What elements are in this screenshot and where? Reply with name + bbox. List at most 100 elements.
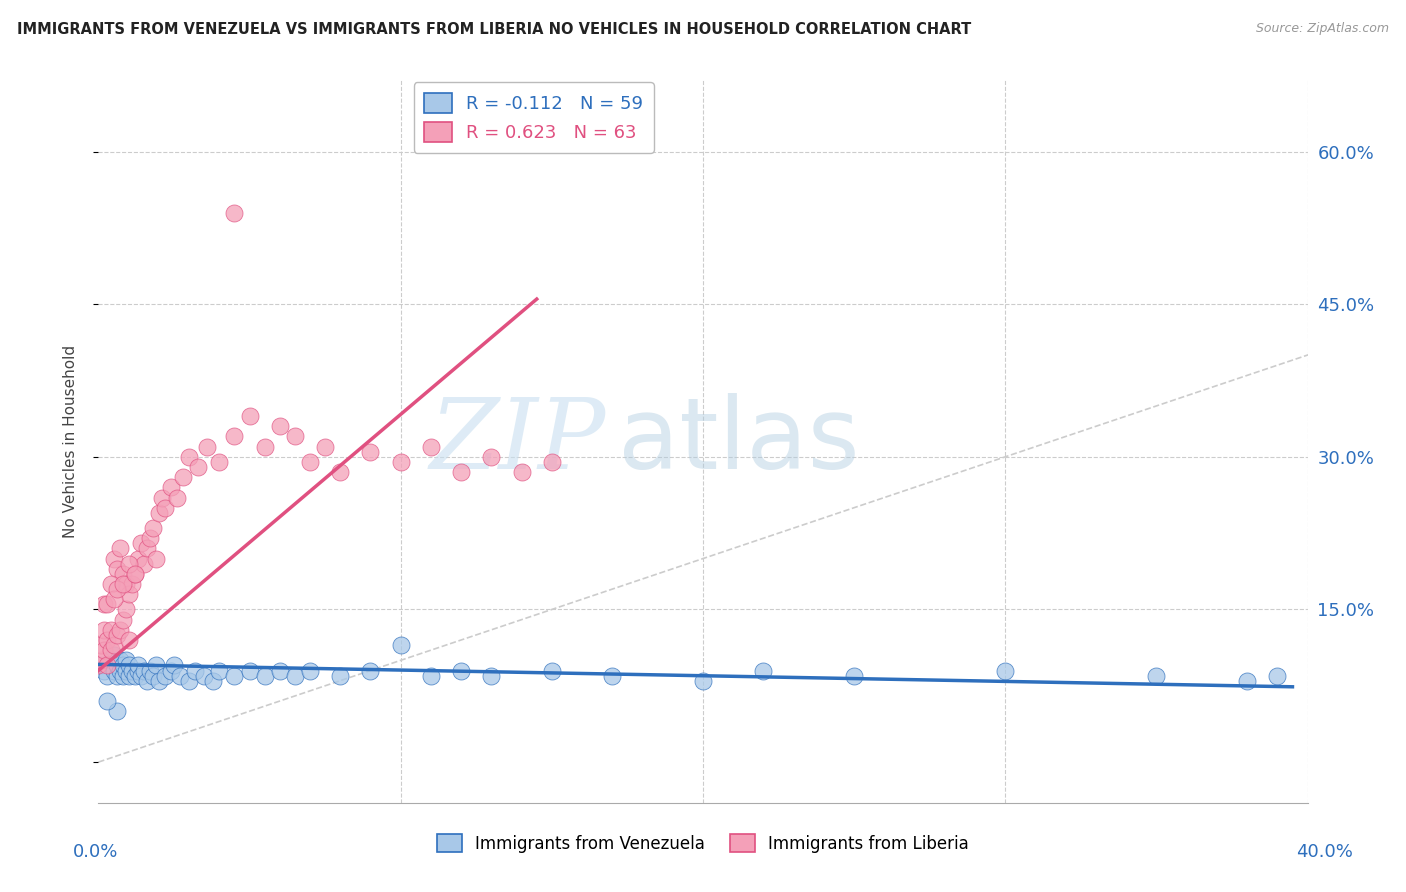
Point [224,668,246,682]
Point [602,668,624,682]
Point [90,638,112,652]
Point [114,602,136,616]
Point [121,577,143,591]
Point [163,658,186,673]
Point [299,455,322,469]
Point [540,664,562,678]
Point [145,658,167,673]
Point [105,658,128,673]
Point [752,664,775,678]
Point [100,643,122,657]
Point [90,653,112,667]
Point [153,500,176,515]
Point [96,632,118,647]
Point [129,536,152,550]
Point [127,551,149,566]
Point [329,465,352,479]
Point [1267,668,1289,682]
Text: atlas: atlas [619,393,860,490]
Point [142,668,165,682]
Point [179,673,201,688]
Point [994,664,1017,678]
Point [269,419,291,434]
Point [224,205,246,219]
Point [108,664,131,678]
Point [284,668,307,682]
Point [269,664,291,678]
Point [124,566,146,581]
Point [108,623,131,637]
Point [118,587,141,601]
Point [239,664,262,678]
Point [187,460,209,475]
Point [179,450,201,464]
Point [114,664,136,678]
Point [420,440,443,454]
Point [160,480,183,494]
Point [450,465,472,479]
Point [360,664,382,678]
Point [195,440,218,454]
Point [105,582,128,596]
Point [111,577,134,591]
Point [420,668,443,682]
Point [389,638,412,652]
Point [208,455,231,469]
Point [389,455,412,469]
Point [253,440,276,454]
Point [96,668,118,682]
Point [108,541,131,556]
Point [100,623,122,637]
Point [208,664,231,678]
Point [510,465,533,479]
Point [103,664,125,678]
Point [284,429,307,443]
Text: IMMIGRANTS FROM VENEZUELA VS IMMIGRANTS FROM LIBERIA NO VEHICLES IN HOUSEHOLD CO: IMMIGRANTS FROM VENEZUELA VS IMMIGRANTS … [17,22,972,37]
Point [93,623,115,637]
Point [135,673,157,688]
Point [111,668,134,682]
Point [118,658,141,673]
Point [540,455,562,469]
Point [124,566,146,581]
Point [692,673,714,688]
Point [96,694,118,708]
Legend: Immigrants from Venezuela, Immigrants from Liberia: Immigrants from Venezuela, Immigrants fr… [430,828,976,860]
Point [108,653,131,667]
Point [87,658,110,673]
Point [148,673,170,688]
Point [132,664,155,678]
Point [253,668,276,682]
Point [1144,668,1167,682]
Point [139,664,162,678]
Point [93,598,115,612]
Point [329,668,352,682]
Point [118,557,141,571]
Point [124,668,146,682]
Point [105,628,128,642]
Text: ZIP: ZIP [430,394,606,489]
Point [93,664,115,678]
Point [139,531,162,545]
Point [150,491,173,505]
Point [193,668,215,682]
Point [114,577,136,591]
Point [111,613,134,627]
Point [105,668,128,682]
Point [111,566,134,581]
Point [100,653,122,667]
Point [153,668,176,682]
Point [96,658,118,673]
Point [481,450,503,464]
Point [169,668,191,682]
Point [224,429,246,443]
Point [166,491,188,505]
Point [844,668,866,682]
Point [90,658,112,673]
Point [172,470,194,484]
Point [105,562,128,576]
Y-axis label: No Vehicles in Household: No Vehicles in Household [63,345,77,538]
Point [105,704,128,718]
Point [360,444,382,458]
Point [450,664,472,678]
